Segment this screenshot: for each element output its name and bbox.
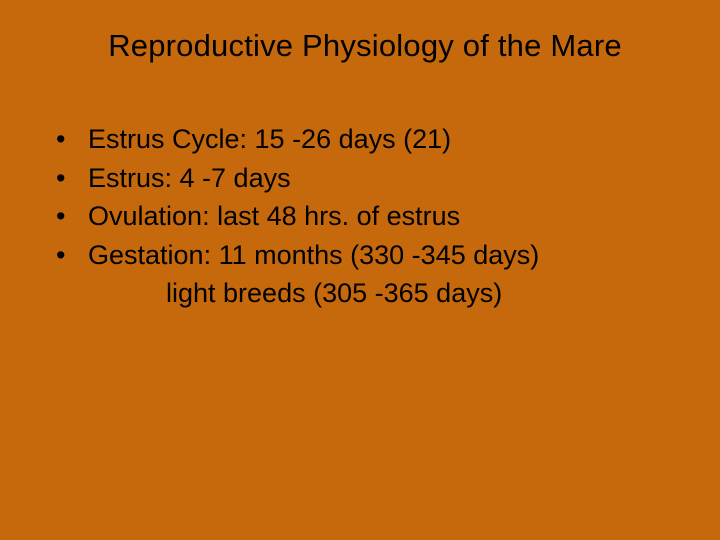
bullet-item: • Ovulation: last 48 hrs. of estrus [50, 199, 720, 234]
bullet-text: Estrus: 4 -7 days [88, 161, 291, 196]
slide: Reproductive Physiology of the Mare • Es… [0, 0, 720, 540]
bullet-marker: • [50, 201, 88, 232]
bullet-text: Estrus Cycle: 15 -26 days (21) [88, 122, 451, 157]
sub-line-text: light breeds (305 -365 days) [166, 278, 502, 308]
bullet-item: • Estrus Cycle: 15 -26 days (21) [50, 122, 720, 157]
slide-body: • Estrus Cycle: 15 -26 days (21) • Estru… [0, 122, 720, 311]
bullet-marker: • [50, 124, 88, 155]
bullet-item: • Gestation: 11 months (330 -345 days) [50, 238, 720, 273]
bullet-marker: • [50, 163, 88, 194]
bullet-text: Gestation: 11 months (330 -345 days) [88, 238, 539, 273]
bullet-marker: • [50, 240, 88, 271]
slide-title: Reproductive Physiology of the Mare [0, 28, 720, 64]
bullet-text: Ovulation: last 48 hrs. of estrus [88, 199, 460, 234]
bullet-item: • Estrus: 4 -7 days [50, 161, 720, 196]
sub-line: light breeds (305 -365 days) [50, 276, 720, 311]
